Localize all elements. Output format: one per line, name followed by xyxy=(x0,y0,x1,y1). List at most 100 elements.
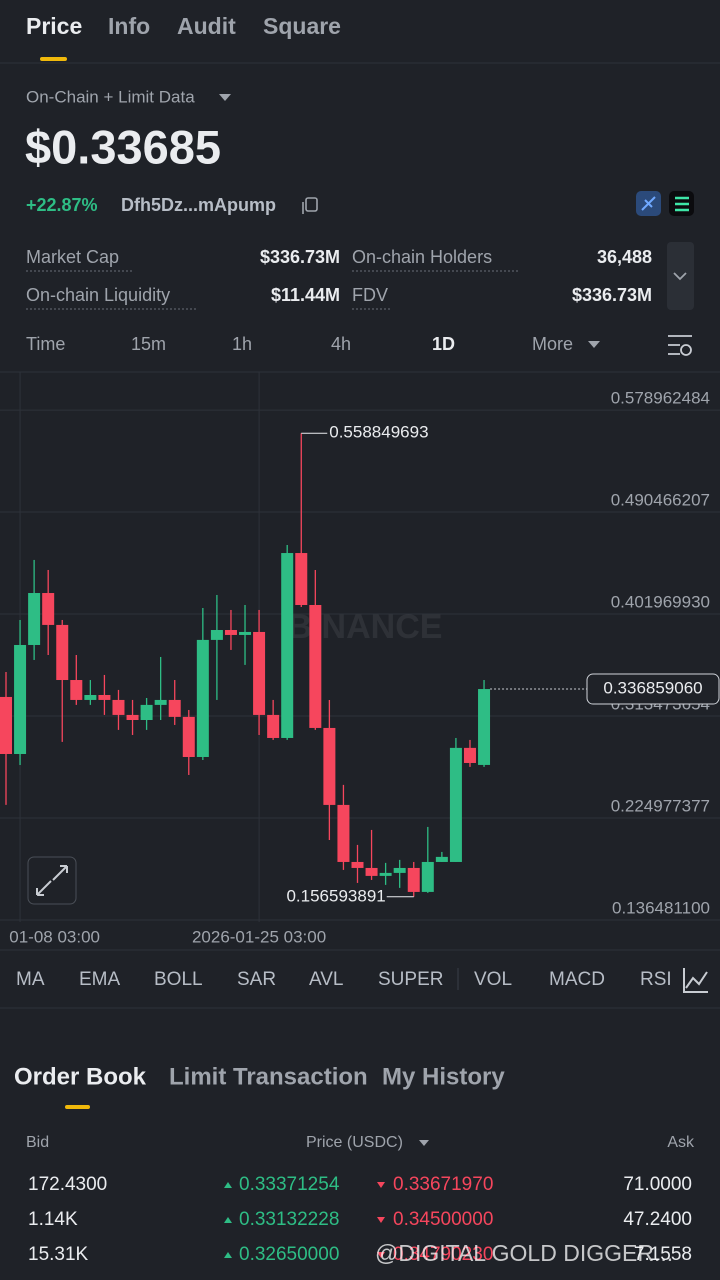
candle-body xyxy=(337,804,350,862)
timeframe[interactable]: 1h xyxy=(232,334,252,354)
candle-body xyxy=(295,553,308,605)
tab-price[interactable]: Price xyxy=(26,13,82,39)
change: +22.87% xyxy=(26,195,98,215)
candle-body xyxy=(210,630,223,640)
candle-body xyxy=(224,630,237,635)
price-box xyxy=(586,673,720,705)
candle-body xyxy=(379,872,392,876)
high-label: 0.558849693 xyxy=(329,423,428,442)
low-label: 0.156593891 xyxy=(286,886,385,905)
stat-label[interactable]: Market Cap xyxy=(26,247,119,267)
candle-body xyxy=(393,867,406,873)
candle-body xyxy=(14,644,27,754)
tab-indicator xyxy=(65,1105,90,1109)
bid-size: 1.14K xyxy=(28,1209,78,1230)
indicator[interactable]: SUPER xyxy=(378,969,443,990)
stat-value: $336.73M xyxy=(572,285,652,305)
stat-value: $11.44M xyxy=(271,285,340,305)
candle-body xyxy=(56,624,69,681)
candle-body xyxy=(478,689,491,765)
timeframe[interactable]: 4h xyxy=(331,334,351,354)
column-header: Ask xyxy=(667,1134,695,1151)
stat-label[interactable]: On-chain Holders xyxy=(352,247,492,267)
indicator[interactable]: MA xyxy=(16,969,45,990)
book-tab[interactable]: Limit Transaction xyxy=(169,1063,368,1090)
candle-body xyxy=(253,631,266,715)
book-tab[interactable]: My History xyxy=(382,1063,505,1090)
expand-button[interactable] xyxy=(667,242,694,310)
x-tick-label: 2026-01-25 03:00 xyxy=(192,927,326,946)
dropdown-arrow xyxy=(588,341,600,348)
copy-icon[interactable] xyxy=(302,197,318,214)
indicator[interactable]: VOL xyxy=(474,969,512,990)
candle-body xyxy=(421,861,434,892)
timeframe[interactable]: 1D xyxy=(432,334,455,354)
candle-body xyxy=(323,727,336,805)
chart: 01-08 03:00 2026-01-25 03:00 0.578962484 0.… xyxy=(0,372,720,946)
watermark: @DIGITAL GOLD DIGGER... xyxy=(375,1240,673,1266)
tab-square[interactable]: Square xyxy=(263,13,341,39)
up-arrow xyxy=(224,1252,232,1258)
candle-body xyxy=(112,699,125,715)
price: $0.33685 xyxy=(25,120,221,173)
indicator[interactable]: AVL xyxy=(309,969,344,990)
tab-indicator xyxy=(40,57,67,61)
y-tick-label: 0.490466207 xyxy=(611,491,710,510)
candle-body xyxy=(435,856,448,862)
candle-body xyxy=(42,593,55,625)
stat-value: $336.73M xyxy=(260,247,340,267)
bid-size: 172.4300 xyxy=(28,1174,107,1195)
down-arrow xyxy=(377,1252,385,1258)
timeframe[interactable]: More xyxy=(532,334,573,354)
ask-price: 0.34790230 xyxy=(393,1244,493,1265)
chart-settings[interactable] xyxy=(668,335,692,356)
chain-icon[interactable] xyxy=(636,191,661,216)
address: Dfh5Dz...mApump xyxy=(121,195,276,215)
indicator[interactable]: MACD xyxy=(549,969,605,990)
up-arrow xyxy=(224,1217,232,1223)
tab-info[interactable]: Info xyxy=(108,13,150,39)
candle-body xyxy=(365,867,378,876)
timeframe[interactable]: Time xyxy=(26,334,65,354)
candle-body xyxy=(84,694,97,700)
down-arrow xyxy=(377,1182,385,1188)
grid xyxy=(0,372,720,922)
candle-body xyxy=(281,553,294,738)
stat-label[interactable]: FDV xyxy=(352,285,388,305)
candle-body xyxy=(168,699,181,717)
candle-body xyxy=(182,716,195,757)
fullscreen-button[interactable] xyxy=(27,856,77,905)
candle-body xyxy=(154,699,167,705)
candle-body xyxy=(70,680,83,700)
candle-body xyxy=(0,696,12,754)
candle-body xyxy=(309,604,322,728)
dropdown-arrow xyxy=(219,94,231,101)
ask-size: 7.1558 xyxy=(634,1244,692,1265)
y-tick-label: 0.401969930 xyxy=(611,593,710,612)
solana-icon[interactable] xyxy=(669,191,694,216)
indicator[interactable]: RSI xyxy=(640,969,672,990)
column-header: Bid xyxy=(26,1134,49,1151)
book-tab[interactable]: Order Book xyxy=(14,1063,147,1090)
ask-size: 71.0000 xyxy=(623,1174,692,1195)
indicator[interactable]: BOLL xyxy=(154,969,203,990)
price-label: 0.336859060 xyxy=(603,679,702,698)
ask-size: 47.2400 xyxy=(623,1209,692,1230)
x-tick-label: 01-08 03:00 xyxy=(9,927,100,946)
candle-body xyxy=(140,704,153,720)
candle-body xyxy=(463,747,476,763)
indicator[interactable]: EMA xyxy=(79,969,121,990)
bid-price: 0.33132228 xyxy=(239,1209,339,1230)
tab-audit[interactable]: Audit xyxy=(177,13,236,39)
stat-label[interactable]: On-chain Liquidity xyxy=(26,285,170,305)
indicator[interactable]: SAR xyxy=(237,969,276,990)
indicator-settings[interactable] xyxy=(672,955,720,1005)
order-rows: 172.4300 0.33371254 0.33671970 71.0000 1.14K… xyxy=(28,1174,692,1265)
timeframe[interactable]: 15m xyxy=(131,334,166,354)
y-tick-label: 0.578962484 xyxy=(611,389,710,408)
column-header[interactable]: Price (USDC) xyxy=(306,1134,403,1151)
data-source[interactable]: On-Chain + Limit Data xyxy=(26,87,195,106)
